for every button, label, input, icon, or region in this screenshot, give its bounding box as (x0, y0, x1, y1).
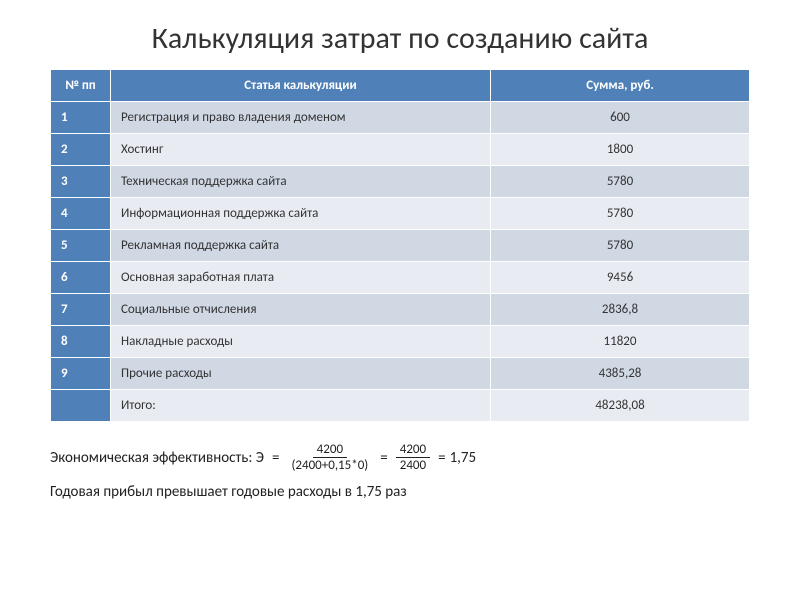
cell-num: 1 (51, 102, 111, 134)
cell-sum: 600 (491, 102, 750, 134)
cell-sum: 1800 (491, 134, 750, 166)
table-body: 1 Регистрация и право владения доменом 6… (51, 102, 750, 422)
fraction-2-num: 4200 (396, 442, 430, 458)
cost-table: № пп Статья калькуляции Сумма, руб. 1 Ре… (50, 69, 750, 422)
cell-sum: 5780 (491, 230, 750, 262)
cell-article: Информационная поддержка сайта (111, 198, 491, 230)
eq-sign: = (272, 449, 279, 467)
fraction-2: 4200 2400 (396, 442, 430, 473)
table-row: 4 Информационная поддержка сайта 5780 (51, 198, 750, 230)
table-row: 3 Техническая поддержка сайта 5780 (51, 166, 750, 198)
cell-article: Основная заработная плата (111, 262, 491, 294)
table-row: 6 Основная заработная плата 9456 (51, 262, 750, 294)
cell-num: 3 (51, 166, 111, 198)
cell-article: Прочие расходы (111, 358, 491, 390)
cell-num: 2 (51, 134, 111, 166)
cell-article: Техническая поддержка сайта (111, 166, 491, 198)
cell-article: Рекламная поддержка сайта (111, 230, 491, 262)
table-row: 1 Регистрация и право владения доменом 6… (51, 102, 750, 134)
header-num: № пп (51, 70, 111, 102)
cell-sum: 2836,8 (491, 294, 750, 326)
formula-label: Экономическая эффективность: Э (50, 449, 264, 467)
fraction-1-num: 4200 (313, 442, 347, 458)
cell-num: 5 (51, 230, 111, 262)
cell-article: Накладные расходы (111, 326, 491, 358)
formula-line: Экономическая эффективность: Э = 4200 (2… (50, 442, 750, 473)
fraction-1: 4200 (2400+0,15*0) (287, 442, 372, 473)
total-article: Итого: (111, 390, 491, 422)
cell-num: 6 (51, 262, 111, 294)
formula-section: Экономическая эффективность: Э = 4200 (2… (50, 442, 750, 501)
cell-article: Хостинг (111, 134, 491, 166)
cell-sum: 5780 (491, 198, 750, 230)
cell-sum: 4385,28 (491, 358, 750, 390)
cell-sum: 5780 (491, 166, 750, 198)
cell-num: 8 (51, 326, 111, 358)
table-row: 9 Прочие расходы 4385,28 (51, 358, 750, 390)
eq-sign: = (438, 449, 445, 467)
table-header-row: № пп Статья калькуляции Сумма, руб. (51, 70, 750, 102)
table-row: 8 Накладные расходы 11820 (51, 326, 750, 358)
header-article: Статья калькуляции (111, 70, 491, 102)
total-sum: 48238,08 (491, 390, 750, 422)
cell-sum: 9456 (491, 262, 750, 294)
page-title: Калькуляция затрат по созданию сайта (50, 20, 750, 57)
header-sum: Сумма, руб. (491, 70, 750, 102)
fraction-2-den: 2400 (396, 458, 430, 473)
fraction-1-den: (2400+0,15*0) (287, 458, 372, 473)
cell-article: Социальные отчисления (111, 294, 491, 326)
table-row: 2 Хостинг 1800 (51, 134, 750, 166)
table-row: 5 Рекламная поддержка сайта 5780 (51, 230, 750, 262)
eq-sign: = (380, 449, 387, 467)
cell-num: 4 (51, 198, 111, 230)
table-total-row: Итого: 48238,08 (51, 390, 750, 422)
table-row: 7 Социальные отчисления 2836,8 (51, 294, 750, 326)
cell-article: Регистрация и право владения доменом (111, 102, 491, 134)
formula-result: 1,75 (450, 449, 477, 467)
cell-sum: 11820 (491, 326, 750, 358)
total-num (51, 390, 111, 422)
conclusion-text: Годовая прибыл превышает годовые расходы… (50, 483, 750, 501)
cell-num: 7 (51, 294, 111, 326)
cell-num: 9 (51, 358, 111, 390)
